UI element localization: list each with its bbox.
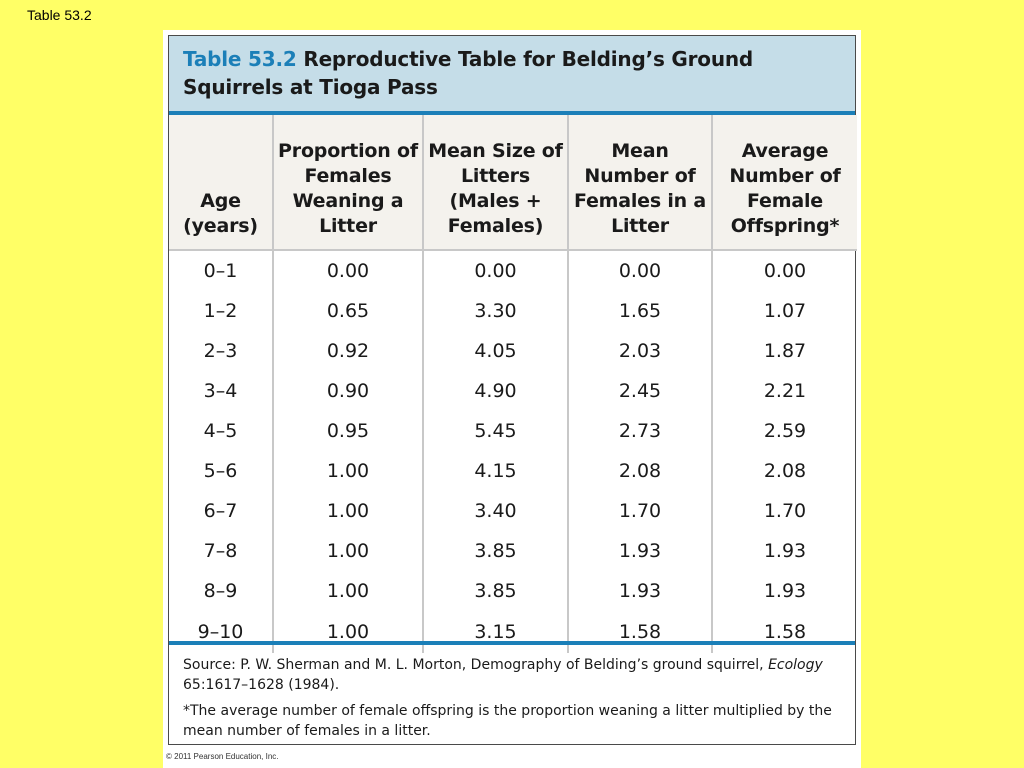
value-cell: 1.00 xyxy=(272,451,423,491)
value-cell: 3.30 xyxy=(422,291,568,331)
age-cell: 9–10 xyxy=(197,621,244,643)
reproductive-table: Age (years) Proportion of Females Weanin… xyxy=(169,115,857,653)
table-row: 8–9 1.00 3.85 1.93 1.93 xyxy=(169,571,857,611)
age-cell: 2–3 xyxy=(203,340,238,362)
value-cell: 0.00 xyxy=(422,250,568,291)
value-cell: 1.07 xyxy=(711,291,857,331)
table-body: 0–1 0.00 0.00 0.00 0.00 1–2 0.65 3.30 1.65 1.07 2–… xyxy=(169,250,857,653)
age-cell: 6–7 xyxy=(203,500,238,522)
value-cell: 1.00 xyxy=(272,611,423,653)
source-suffix: 65:1617–1628 (1984). xyxy=(183,677,340,693)
value-cell: 1.58 xyxy=(567,611,712,653)
value-cell: 1.00 xyxy=(272,531,423,571)
value-cell: 0.00 xyxy=(567,250,712,291)
value-cell: 3.40 xyxy=(422,491,568,531)
value-cell: 2.59 xyxy=(711,411,857,451)
table-caption: Table 53.2 Reproductive Table for Beldin… xyxy=(169,36,855,115)
table-row: 3–4 0.90 4.90 2.45 2.21 xyxy=(169,371,857,411)
table-figure: Table 53.2 Reproductive Table for Beldin… xyxy=(163,30,861,768)
value-cell: 0.92 xyxy=(272,331,423,371)
column-header-proportion-weaning: Proportion of Females Weaning a Litter xyxy=(272,115,423,251)
value-cell: 5.45 xyxy=(422,411,568,451)
column-header-age: Age (years) xyxy=(169,115,273,251)
value-cell: 4.90 xyxy=(422,371,568,411)
age-cell: 3–4 xyxy=(203,380,238,402)
value-cell: 2.45 xyxy=(567,371,712,411)
table-row: 1–2 0.65 3.30 1.65 1.07 xyxy=(169,291,857,331)
column-header-average-offspring: Average Number of Female Offspring* xyxy=(711,115,857,251)
value-cell: 4.15 xyxy=(422,451,568,491)
value-cell: 0.00 xyxy=(272,250,423,291)
value-cell: 1.00 xyxy=(272,491,423,531)
table-row: 5–6 1.00 4.15 2.08 2.08 xyxy=(169,451,857,491)
table-caption-title: Reproductive Table for Belding’s Ground … xyxy=(183,47,754,99)
value-cell: 1.93 xyxy=(567,531,712,571)
value-cell: 1.87 xyxy=(711,331,857,371)
value-cell: 2.08 xyxy=(711,451,857,491)
table-header-row: Age (years) Proportion of Females Weanin… xyxy=(169,115,857,251)
table-box: Table 53.2 Reproductive Table for Beldin… xyxy=(168,35,857,745)
value-cell: 3.15 xyxy=(422,611,568,653)
age-cell: 5–6 xyxy=(203,460,238,482)
value-cell: 2.03 xyxy=(567,331,712,371)
value-cell: 1.93 xyxy=(567,571,712,611)
table-caption-number: Table 53.2 xyxy=(183,47,297,71)
value-cell: 2.73 xyxy=(567,411,712,451)
value-cell: 3.85 xyxy=(422,571,568,611)
table-row: 0–1 0.00 0.00 0.00 0.00 xyxy=(169,250,857,291)
value-cell: 0.90 xyxy=(272,371,423,411)
source-prefix: Source: P. W. Sherman and M. L. Morton, … xyxy=(183,657,769,673)
footnote: *The average number of female offspring … xyxy=(183,703,832,739)
age-cell: 1–2 xyxy=(203,300,238,322)
age-cell: 4–5 xyxy=(203,420,238,442)
source-journal: Ecology xyxy=(768,657,823,673)
value-cell: 4.05 xyxy=(422,331,568,371)
value-cell: 2.21 xyxy=(711,371,857,411)
table-row: 6–7 1.00 3.40 1.70 1.70 xyxy=(169,491,857,531)
value-cell: 0.95 xyxy=(272,411,423,451)
column-header-mean-females: Mean Number of Females in a Litter xyxy=(567,115,712,251)
value-cell: 1.70 xyxy=(567,491,712,531)
age-cell: 7–8 xyxy=(203,540,238,562)
value-cell: 1.93 xyxy=(711,531,857,571)
value-cell: 1.70 xyxy=(711,491,857,531)
value-cell: 3.85 xyxy=(422,531,568,571)
value-cell: 1.93 xyxy=(711,571,857,611)
value-cell: 2.08 xyxy=(567,451,712,491)
age-cell: 8–9 xyxy=(203,580,238,602)
age-cell: 0–1 xyxy=(203,260,238,282)
value-cell: 1.58 xyxy=(711,611,857,653)
table-row: 4–5 0.95 5.45 2.73 2.59 xyxy=(169,411,857,451)
slide-title: Table 53.2 xyxy=(27,7,92,23)
value-cell: 0.00 xyxy=(711,250,857,291)
value-cell: 1.65 xyxy=(567,291,712,331)
copyright-notice: © 2011 Pearson Education, Inc. xyxy=(166,752,279,761)
table-row: 2–3 0.92 4.05 2.03 1.87 xyxy=(169,331,857,371)
table-row: 9–10 1.00 3.15 1.58 1.58 xyxy=(169,611,857,653)
column-header-mean-litter-size: Mean Size of Litters (Males + Females) xyxy=(422,115,568,251)
value-cell: 1.00 xyxy=(272,571,423,611)
source-note: Source: P. W. Sherman and M. L. Morton, … xyxy=(183,655,841,695)
table-row: 7–8 1.00 3.85 1.93 1.93 xyxy=(169,531,857,571)
value-cell: 0.65 xyxy=(272,291,423,331)
table-footer: Source: P. W. Sherman and M. L. Morton, … xyxy=(169,641,855,744)
